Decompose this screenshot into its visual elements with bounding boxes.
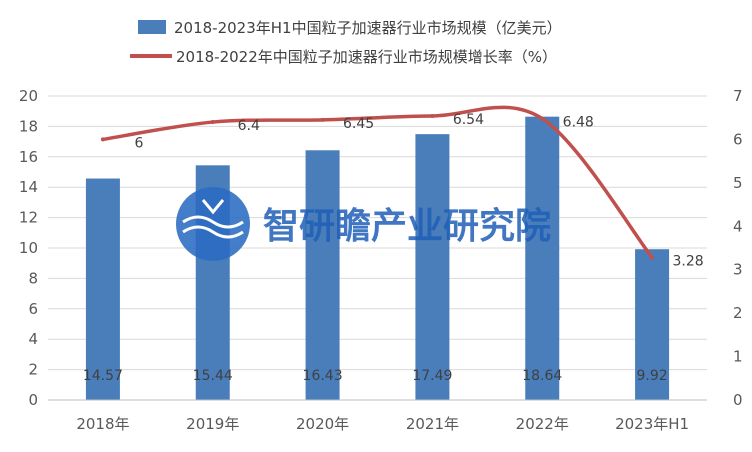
bar [525,116,560,400]
y-right-tick-label: 7 [733,87,743,105]
y-left-tick-label: 0 [28,391,38,409]
bar-value-label: 18.64 [522,368,562,384]
y-left-tick-label: 2 [28,361,38,379]
bar [85,178,120,400]
bar-value-label: 9.92 [636,368,667,384]
x-tick-label: 2021年 [406,415,459,433]
y-right-tick-label: 5 [733,174,743,192]
line-point [100,137,105,142]
y-left-tick-label: 18 [19,117,38,135]
line-point [650,255,655,260]
y-right-tick-label: 1 [733,348,743,366]
bar [305,150,340,400]
y-right-tick-label: 2 [733,304,743,322]
y-right-tick-label: 3 [733,261,743,279]
y-right-tick-label: 0 [733,391,743,409]
x-tick-label: 2020年 [296,415,349,433]
bar [415,134,450,401]
line-point [430,113,435,118]
y-right-tick-label: 6 [733,130,743,148]
legend-bar-swatch [138,20,166,34]
y-right-tick-label: 4 [733,217,743,235]
x-tick-label: 2023年H1 [615,415,689,433]
bar-value-label: 15.44 [193,368,233,384]
watermark-text: 智研瞻产业研究院 [263,206,551,247]
growth-rate-line [101,105,654,260]
y-left-tick-label: 14 [19,178,38,196]
x-tick-label: 2019年 [186,415,239,433]
line-value-label: 6 [134,135,143,151]
watermark: 智研瞻产业研究院 [176,187,551,261]
line-point [210,120,215,125]
gridlines [48,95,707,401]
line-point [540,116,545,121]
x-tick-label: 2018年 [76,415,129,433]
line-value-label: 6.48 [563,115,594,131]
data-labels: 14.57 15.44 16.43 17.49 18.64 9.92 6 6.4 6.45 6.5… [83,112,704,384]
bar [635,249,670,400]
legend: 2018-2023年H1中国粒子加速器行业市场规模（亿美元） 2018-2022… [130,19,562,66]
y-left-tick-label: 4 [28,330,38,348]
line-point [320,117,325,122]
bar-value-label: 14.57 [83,368,123,384]
line-value-label: 3.28 [672,254,703,270]
x-tick-label: 2022年 [516,415,569,433]
y-left-tick-label: 8 [28,269,38,287]
bar-value-label: 16.43 [303,368,343,384]
line-series [100,105,655,260]
y-left-tick-label: 16 [19,148,38,166]
logo-wave-icon [176,187,250,261]
legend-bar-label: 2018-2023年H1中国粒子加速器行业市场规模（亿美元） [174,19,562,37]
legend-line-label: 2018-2022年中国粒子加速器行业市场规模增长率（%） [176,48,557,66]
line-value-label: 6.45 [343,116,374,132]
line-value-label: 6.54 [453,112,484,128]
y-left-tick-label: 6 [28,300,38,318]
bar-series [85,116,670,401]
bar-value-label: 17.49 [412,368,452,384]
line-value-label: 6.4 [238,118,260,134]
y-left-tick-label: 10 [19,239,38,257]
y-left-tick-label: 12 [19,209,38,227]
y-left-tick-label: 20 [19,87,38,105]
